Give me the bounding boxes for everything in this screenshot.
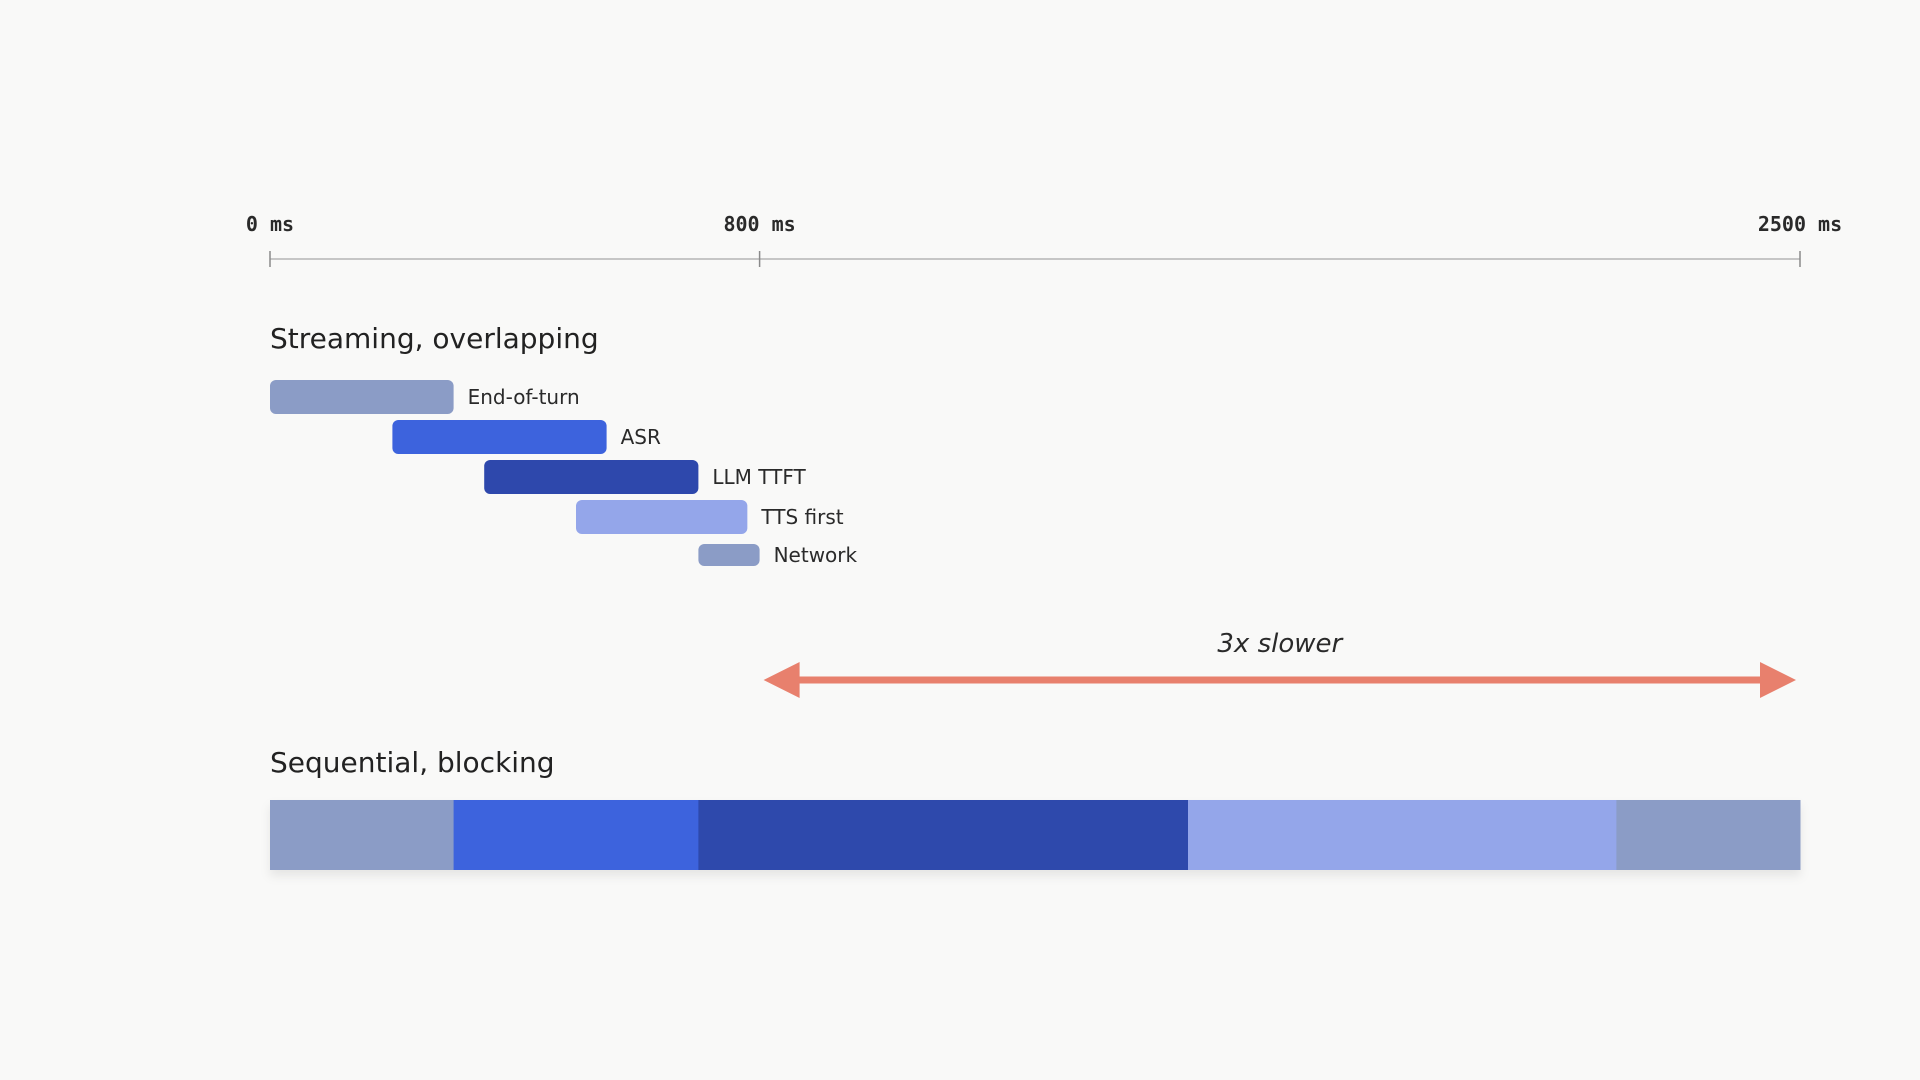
sequential-segment [270, 800, 455, 870]
streaming-section-title: Streaming, overlapping [270, 322, 599, 355]
streaming-bar [576, 500, 748, 534]
sequential-segments [270, 800, 1801, 870]
sequential-bar [270, 800, 1801, 870]
comparison-arrowhead-right [1760, 662, 1796, 698]
streaming-bars: End-of-turn ASR LLM TTFT TTS first Network [270, 380, 858, 567]
sequential-segment [453, 800, 699, 870]
streaming-bar-label: ASR [621, 425, 661, 449]
comparison-arrowhead-left [763, 662, 800, 698]
streaming-bar-label: TTS first [760, 505, 843, 529]
axis-tick-label: 2500 ms [1758, 212, 1842, 236]
sequential-segment [1616, 800, 1801, 870]
sequential-segment [698, 800, 1189, 870]
streaming-bar [698, 544, 760, 566]
time-axis: 0 ms 800 ms 2500 ms [246, 212, 1842, 267]
streaming-bar [484, 460, 699, 494]
streaming-bar-label: LLM TTFT [712, 465, 806, 489]
sequential-section-title: Sequential, blocking [270, 746, 555, 779]
axis-tick-label: 0 ms [246, 212, 294, 236]
streaming-bar [392, 420, 607, 454]
comparison-arrow: 3x slower [763, 629, 1796, 698]
axis-tick-label: 800 ms [723, 212, 795, 236]
sequential-segment [1188, 800, 1617, 870]
streaming-bar-label: End-of-turn [468, 385, 580, 409]
streaming-bar-label: Network [774, 543, 858, 567]
streaming-bar [270, 380, 454, 414]
comparison-label: 3x slower [1217, 629, 1344, 659]
